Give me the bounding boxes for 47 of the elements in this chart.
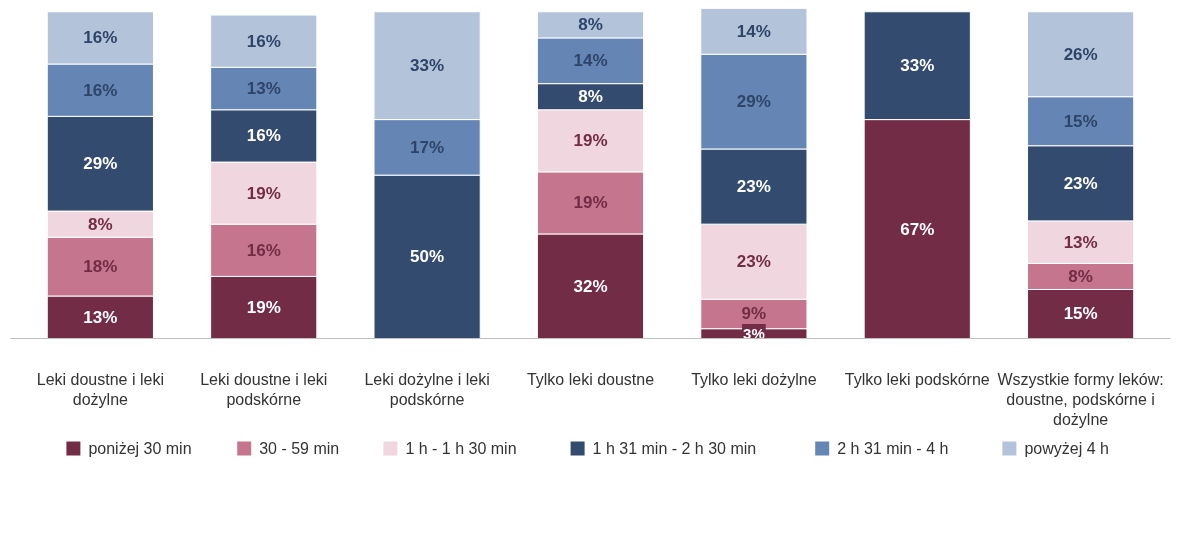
data-label: 19% (246, 297, 281, 317)
data-label: 23% (736, 252, 771, 272)
data-label: 67% (900, 219, 935, 239)
data-label: 19% (246, 183, 281, 203)
data-label: 16% (83, 28, 118, 48)
data-label: 8% (578, 15, 603, 35)
data-label: 23% (1063, 173, 1098, 193)
data-label: 23% (736, 177, 771, 197)
legend-label: poniżej 30 min (88, 440, 192, 457)
data-label: 33% (900, 56, 935, 76)
data-label: 16% (83, 80, 118, 100)
data-label: 16% (246, 126, 281, 146)
x-tick-label: Wszystkie formy leków: doustne, podskórne i dożylne (997, 370, 1164, 429)
legend-label: powyżej 4 h (1024, 440, 1109, 457)
data-label: 29% (736, 92, 771, 112)
x-tick-label: Leki doustne i leki dożylne (36, 370, 164, 408)
data-label: 16% (246, 31, 281, 51)
data-label: 29% (83, 154, 118, 174)
x-tick-label: Leki dożylne i leki podskórne (364, 370, 490, 408)
data-label: 50% (410, 247, 445, 267)
legend-label: 30 - 59 min (259, 440, 340, 457)
legend-label: 1 h - 1 h 30 min (405, 440, 517, 457)
data-label: 18% (83, 257, 118, 277)
data-label: 17% (410, 137, 445, 157)
data-label: 13% (246, 79, 281, 99)
data-label: 32% (573, 276, 608, 296)
data-label: 8% (578, 87, 603, 107)
data-label: 14% (736, 21, 771, 41)
data-label: 19% (573, 131, 608, 151)
data-label: 13% (1063, 232, 1098, 252)
data-label: 15% (1063, 111, 1098, 131)
data-label: 8% (1068, 266, 1093, 286)
legend-label: 1 h 31 min - 2 h 30 min (592, 440, 757, 457)
x-tick-label: Leki doustne i leki podskórne (200, 370, 328, 408)
x-tick-label: Tylko leki podskórne (844, 370, 990, 388)
data-label: 13% (83, 307, 118, 327)
data-label: 33% (410, 56, 445, 76)
data-label: 8% (88, 214, 113, 234)
data-label: 19% (573, 193, 608, 213)
data-label: 26% (1063, 44, 1098, 64)
data-label: 14% (573, 51, 608, 71)
data-label: 15% (1063, 304, 1098, 324)
legend-label: 2 h 31 min - 4 h (837, 440, 949, 457)
data-label: 9% (741, 304, 767, 324)
x-tick-label: Tylko leki doustne (526, 370, 655, 388)
x-tick-label: Tylko leki dożylne (691, 370, 817, 388)
data-label: 16% (246, 240, 281, 260)
